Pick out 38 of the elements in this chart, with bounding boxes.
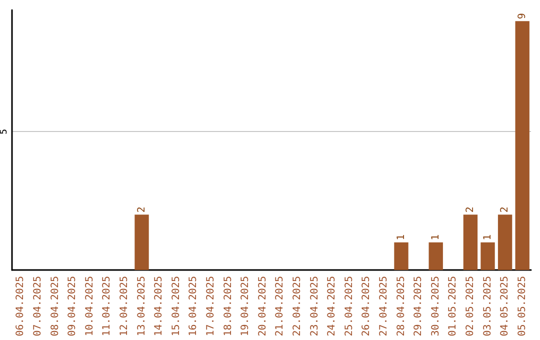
- x-tick-label: 20.04.2025: [257, 276, 268, 336]
- x-tick-label: 24.04.2025: [326, 276, 338, 336]
- x-tick-label: 15.04.2025: [170, 276, 182, 336]
- x-tick-label: 07.04.2025: [32, 276, 44, 336]
- data-label: 1: [430, 234, 442, 240]
- x-tick-label: 30.04.2025: [430, 276, 442, 336]
- x-tick-label: 27.04.2025: [378, 276, 390, 336]
- data-label: 2: [464, 206, 476, 213]
- y-tick-label: 5: [0, 128, 10, 134]
- x-tick-label: 19.04.2025: [240, 276, 252, 336]
- x-tick-label: 25.04.2025: [344, 276, 355, 336]
- x-tick-label: 08.04.2025: [50, 276, 61, 336]
- data-label: 1: [482, 234, 494, 240]
- x-tick-label: 18.04.2025: [222, 276, 234, 336]
- x-tick-label: 29.04.2025: [413, 276, 424, 336]
- x-tick-label: 16.04.2025: [188, 276, 200, 336]
- x-tick-label: 17.04.2025: [205, 276, 216, 336]
- x-tick-label: 28.04.2025: [396, 276, 407, 336]
- data-label: 2: [136, 206, 148, 213]
- x-tick-label: 05.05.2025: [516, 276, 528, 336]
- x-tick-label: 04.05.2025: [500, 276, 511, 336]
- x-tick-label: 13.04.2025: [136, 276, 148, 336]
- x-tick-label: 10.04.2025: [84, 276, 96, 336]
- x-tick-label: 21.04.2025: [274, 276, 286, 336]
- x-tick-label: 14.04.2025: [154, 276, 165, 336]
- x-tick-label: 03.05.2025: [482, 276, 494, 336]
- x-tick-label: 11.04.2025: [102, 276, 113, 336]
- data-label: 2: [500, 206, 511, 213]
- x-tick-label: 22.04.2025: [292, 276, 303, 336]
- x-tick-label: 26.04.2025: [361, 276, 372, 336]
- x-tick-label: 23.04.2025: [309, 276, 320, 336]
- data-label: 1: [396, 234, 407, 240]
- data-label: 9: [516, 13, 528, 20]
- x-tick-label: 01.05.2025: [448, 276, 459, 336]
- x-tick-label: 09.04.2025: [67, 276, 78, 336]
- x-tick-label: 12.04.2025: [118, 276, 130, 336]
- x-tick-label: 02.05.2025: [464, 276, 476, 336]
- x-tick-label: 06.04.2025: [15, 276, 26, 336]
